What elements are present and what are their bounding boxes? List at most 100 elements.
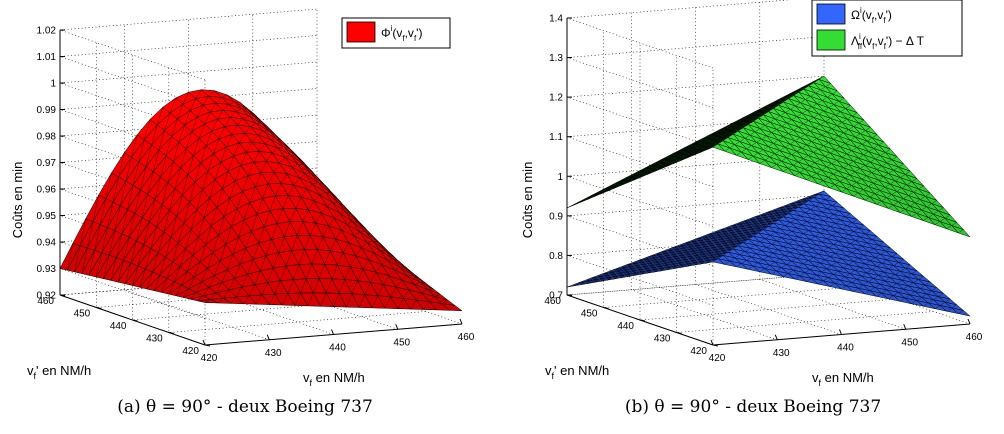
b-green-surface-diag	[724, 147, 730, 152]
b-blue-surface-diag	[748, 235, 754, 240]
b-green-surface-diag	[865, 161, 871, 166]
a-surface-diag	[293, 264, 300, 280]
b-green-surface-diag	[836, 157, 842, 161]
a-surface-diag	[401, 275, 408, 281]
b-green-surface-diag	[926, 203, 932, 207]
b-blue-surface-diag	[911, 300, 917, 304]
b-blue-surface-diag	[791, 227, 798, 232]
a-surface-diag	[334, 212, 340, 219]
b-blue-surface-diag	[881, 259, 888, 264]
b-green-surface-diag	[853, 157, 859, 162]
b-blue-surface-diag	[829, 283, 835, 287]
b-green-surface-diag	[799, 169, 805, 173]
a-surface-diag	[246, 141, 253, 153]
b-blue-surface-diag	[823, 277, 829, 281]
b-green-surface-diag	[794, 172, 800, 176]
b-blue-surface-diag	[859, 263, 866, 268]
b-blue-surface-diag	[809, 266, 816, 270]
a-surface-diag	[302, 209, 309, 222]
b-blue-surface-diag	[804, 269, 811, 273]
b-blue-surface-diag	[773, 219, 779, 224]
a-surface-diag	[213, 138, 220, 154]
b-green-surface-diag	[916, 209, 922, 214]
a-surface-diag	[244, 202, 250, 220]
b-green-surface-diag	[785, 109, 791, 113]
a-surface-diag	[195, 281, 202, 293]
b-blue-surface-diag	[824, 256, 831, 260]
b-blue-surface-diag	[925, 281, 931, 286]
a-surface-diag	[156, 204, 163, 227]
b-green-surface-diag	[801, 144, 807, 149]
b-blue-surface-diag	[810, 206, 816, 210]
a-ztick-label-4: 0.96	[37, 185, 57, 196]
a-surface-diag	[251, 214, 258, 232]
b-blue-surface-diag	[913, 279, 919, 283]
a-surface-diag	[421, 289, 428, 294]
a-surface-diag	[233, 143, 240, 156]
a-surface-diag	[331, 265, 338, 279]
b-green-surface-diag	[793, 161, 799, 166]
b-green-surface-diag	[934, 221, 941, 225]
b-green-surface-diag	[736, 151, 742, 156]
a-surface-diag	[228, 278, 235, 290]
b-green-surface-diag	[823, 107, 829, 112]
a-surface-diag	[212, 235, 219, 253]
b-blue-surface-diag	[870, 257, 876, 261]
b-blue-surface-diag	[854, 267, 861, 271]
a-surface-diag	[321, 205, 328, 214]
b-blue-surface-diag	[848, 231, 854, 235]
b-green-surface-diag	[816, 169, 822, 174]
b-blue-surface-diag	[858, 224, 864, 229]
b-green-surface-diag	[858, 119, 864, 124]
b-blue-surface-diag	[798, 263, 804, 268]
b-blue-surface-diag	[825, 226, 831, 230]
b-caption: (b) θ = 90° - deux Boeing 737	[625, 397, 881, 417]
a-surface-diag	[177, 104, 184, 120]
b-green-surface-diag	[799, 134, 806, 138]
b-blue-surface-diag	[876, 293, 882, 297]
a-surface-diag	[269, 195, 276, 211]
b-blue-surface-diag	[722, 252, 729, 256]
b-legend-swatch-0	[816, 3, 846, 25]
b-green-surface-diag	[796, 148, 802, 152]
a-surface-diag	[219, 244, 226, 262]
b-green-surface-diag	[958, 229, 964, 234]
b-blue-surface-diag	[814, 262, 821, 267]
a-surface-diag	[194, 261, 201, 277]
b-blue-surface-diag	[775, 228, 781, 233]
b-blue-surface-diag	[820, 229, 826, 234]
b-blue-surface-diag	[873, 245, 879, 249]
a-surface-diag	[318, 264, 325, 279]
a-surface-diag	[274, 280, 281, 295]
a-surface-diag	[186, 131, 192, 149]
b-green-surface-diag	[884, 183, 891, 188]
a-surface-diag	[297, 221, 304, 236]
b-xgrid-3	[759, 2, 906, 330]
b-blue-surface-diag	[780, 209, 786, 213]
a-surface-diag	[359, 294, 365, 308]
a-surface-diag	[129, 213, 135, 238]
b-blue-surface-diag	[868, 248, 874, 252]
b-green-surface-diag	[746, 145, 752, 149]
b-blue-surface-diag	[738, 242, 744, 246]
b-xtick-label-4: 460	[966, 332, 983, 343]
b-xtick-mark-3	[903, 324, 907, 330]
b-green-surface-diag	[885, 149, 891, 153]
b-green-surface-diag	[761, 135, 767, 140]
b-ytick-label-3: 450	[581, 309, 598, 320]
a-surface-diag	[276, 208, 283, 224]
a-surface-diag	[410, 299, 417, 310]
a-surface-diag	[163, 210, 170, 232]
a-surface-diag	[428, 296, 435, 302]
b-ytick-label-1: 430	[654, 334, 671, 345]
b-green-surface-diag	[908, 192, 914, 196]
a-surface-diag	[285, 250, 292, 267]
a-surface-diag	[144, 119, 151, 140]
b-blue-surface-diag	[805, 209, 811, 213]
a-z-axis-label: Coûts en min	[10, 162, 25, 239]
b-blue-surface-diag	[865, 260, 871, 265]
b-green-surface-diag	[849, 171, 856, 176]
b-green-surface-diag	[798, 123, 804, 128]
a-ytick-label-4: 460	[37, 296, 54, 307]
a-surface-diag	[286, 167, 293, 174]
